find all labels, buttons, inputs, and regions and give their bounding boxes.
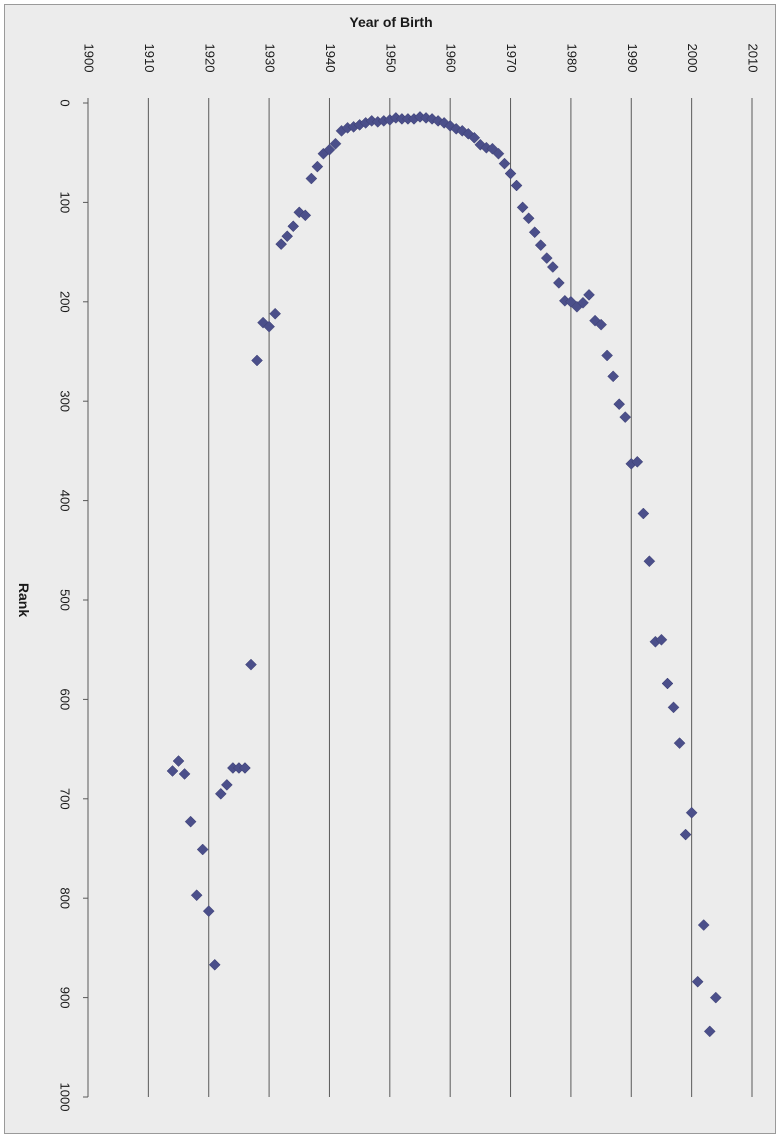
data-point	[492, 147, 505, 160]
data-point	[697, 919, 710, 931]
data-point	[444, 120, 457, 132]
data-point	[522, 212, 535, 225]
data-point	[528, 226, 541, 239]
y-tick-label: 800	[58, 887, 73, 909]
data-point	[184, 815, 197, 828]
data-point	[426, 113, 438, 125]
x-tick-label: 1980	[564, 44, 579, 73]
data-point	[305, 172, 318, 185]
data-point	[251, 354, 263, 367]
y-tick-label: 400	[58, 490, 73, 512]
data-point	[685, 806, 698, 819]
x-tick-label: 1930	[263, 44, 278, 73]
data-point	[589, 314, 601, 327]
x-tick-label: 2010	[746, 44, 761, 73]
data-point	[323, 143, 336, 156]
data-point	[269, 307, 281, 320]
data-point	[583, 288, 595, 301]
data-point	[208, 958, 221, 971]
data-point	[329, 137, 342, 150]
x-tick-label: 1970	[504, 44, 519, 73]
data-point	[709, 991, 722, 1004]
data-point	[601, 349, 613, 362]
data-point	[643, 555, 656, 568]
x-tick-label: 1950	[383, 44, 398, 73]
x-tick-label: 2000	[685, 44, 700, 73]
x-tick-label: 1990	[625, 44, 640, 73]
data-point	[196, 843, 209, 856]
data-point	[311, 160, 324, 173]
data-point	[673, 737, 686, 749]
data-point	[245, 658, 257, 671]
data-point	[214, 787, 227, 800]
y-tick-label: 700	[58, 788, 73, 810]
data-point	[667, 701, 680, 714]
data-point	[516, 201, 529, 214]
data-point	[607, 370, 620, 383]
data-point	[637, 507, 650, 520]
x-tick-label: 1940	[323, 44, 338, 73]
data-point	[287, 220, 300, 233]
y-tick-label: 200	[58, 291, 73, 313]
data-point	[178, 768, 191, 780]
x-tick-label: 1920	[202, 44, 217, 73]
data-point	[595, 318, 607, 331]
data-point	[540, 252, 553, 264]
data-point	[468, 131, 481, 144]
data-point	[546, 261, 559, 273]
data-point	[552, 277, 565, 289]
data-point	[172, 755, 185, 767]
data-point	[577, 296, 589, 309]
x-axis-title: Year of Birth	[349, 14, 433, 30]
data-point	[239, 762, 251, 774]
data-point	[166, 765, 179, 777]
data-point	[281, 230, 294, 243]
data-point	[257, 316, 269, 329]
data-point	[263, 320, 275, 333]
data-point	[619, 411, 632, 423]
x-tick-label: 1960	[444, 44, 459, 73]
data-point	[202, 905, 215, 917]
x-tick-label: 1910	[142, 44, 157, 73]
y-tick-label: 1000	[58, 1083, 73, 1112]
data-point	[474, 138, 487, 151]
data-point	[679, 828, 692, 841]
y-tick-label: 300	[58, 390, 73, 412]
y-tick-label: 900	[58, 987, 73, 1009]
data-point	[275, 238, 288, 251]
data-point	[691, 975, 704, 988]
y-tick-label: 500	[58, 589, 73, 611]
data-point	[703, 1025, 716, 1038]
data-point	[504, 167, 517, 180]
y-tick-label: 600	[58, 689, 73, 711]
data-point	[631, 455, 644, 468]
data-point	[613, 398, 626, 411]
data-point	[534, 239, 547, 251]
data-point	[655, 633, 668, 646]
y-tick-label: 0	[58, 99, 73, 106]
data-point	[220, 779, 233, 791]
data-point	[661, 677, 674, 690]
data-point	[510, 179, 523, 192]
data-point	[299, 209, 312, 222]
y-tick-label: 100	[58, 192, 73, 214]
data-point	[190, 889, 203, 902]
data-point	[498, 157, 511, 170]
data-point	[293, 206, 306, 219]
x-tick-label: 1900	[82, 44, 97, 73]
data-point	[456, 124, 469, 137]
data-point	[462, 127, 475, 140]
